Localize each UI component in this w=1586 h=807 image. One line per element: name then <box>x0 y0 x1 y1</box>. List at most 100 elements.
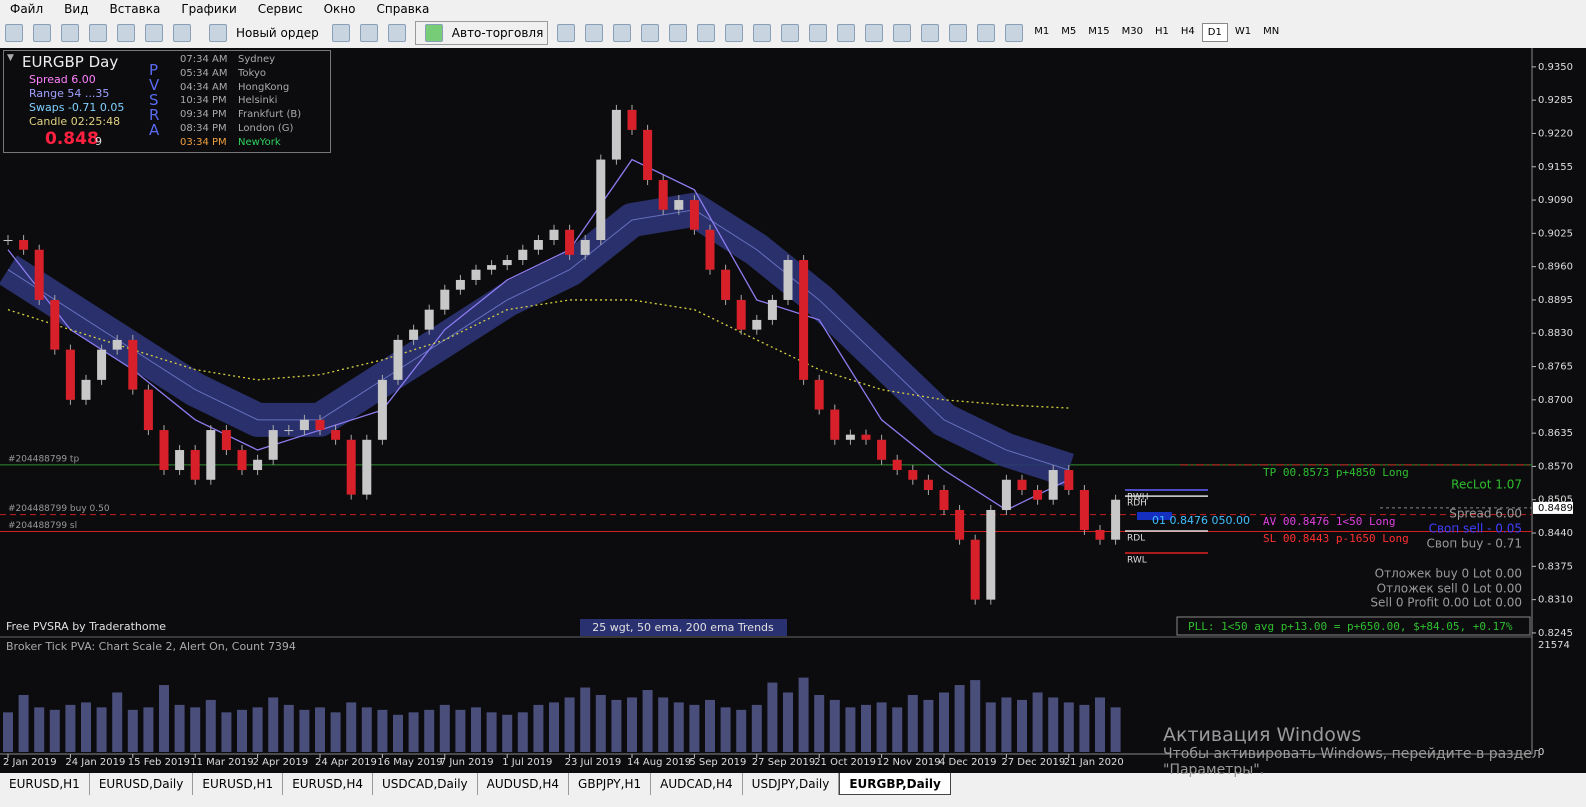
watermark-text: Чтобы активировать Windows, перейдите в … <box>1163 746 1541 778</box>
candle <box>877 439 887 460</box>
icon[interactable] <box>5 23 23 42</box>
volume-bar <box>3 712 13 752</box>
candle <box>627 109 637 130</box>
timeframe-button[interactable]: M15 <box>1088 26 1110 37</box>
volume-bar <box>127 709 138 752</box>
timeframe-button[interactable]: D1 <box>1201 23 1228 42</box>
icon[interactable] <box>949 23 968 42</box>
menu-item[interactable]: Справка <box>376 2 430 16</box>
menu-item[interactable]: Вставка <box>109 2 161 16</box>
x-tick-label: 21 Jan 2020 <box>1064 757 1124 768</box>
candle <box>1001 479 1011 510</box>
candle <box>112 339 122 350</box>
x-tick-label: 27 Sep 2019 <box>752 757 815 768</box>
icon[interactable] <box>781 23 800 42</box>
icon[interactable] <box>837 23 856 42</box>
city-name: Frankfurt (B) <box>238 109 302 121</box>
icon[interactable] <box>359 23 378 42</box>
icon[interactable] <box>809 23 828 42</box>
x-tick-label: 21 Oct 2019 <box>814 757 876 768</box>
candle <box>159 430 169 471</box>
icon[interactable] <box>613 23 632 42</box>
icon[interactable] <box>117 23 135 42</box>
timeframe-button[interactable]: M1 <box>1034 26 1050 37</box>
icon[interactable] <box>89 23 107 42</box>
timeframe-button[interactable]: M5 <box>1061 26 1077 37</box>
y-tick-label: 0.9220 <box>1538 128 1573 139</box>
pll-label: PLL: 1<50 avg p+13.00 = p+650.00, $+84.0… <box>1188 620 1513 633</box>
y-tick-label: 0.8440 <box>1538 528 1573 539</box>
city-name: Helsinki <box>238 95 278 107</box>
icon[interactable] <box>145 23 163 42</box>
candle <box>471 269 481 280</box>
candle <box>253 459 263 471</box>
x-tick-label: 7 Jun 2019 <box>440 757 494 768</box>
icon[interactable] <box>331 23 350 42</box>
icon[interactable] <box>669 23 688 42</box>
candle <box>440 289 450 310</box>
icon[interactable] <box>585 23 604 42</box>
menu-item[interactable]: Графики <box>181 2 237 16</box>
spread: Spread 6.00 <box>29 73 96 86</box>
menu-item[interactable]: Файл <box>10 2 44 16</box>
candle <box>284 430 294 432</box>
candle <box>19 240 29 250</box>
timeframe-button[interactable]: H4 <box>1180 26 1195 37</box>
chart-tab[interactable]: GBPJPY,H1 <box>569 773 652 795</box>
chart-tab[interactable]: EURGBP,Daily <box>839 773 951 795</box>
position-box <box>1137 512 1172 520</box>
chart-tab[interactable]: AUDUSD,H4 <box>478 773 570 795</box>
candle <box>268 430 278 460</box>
icon[interactable] <box>557 23 576 42</box>
range: Range 54 ...35 <box>29 87 110 100</box>
candle <box>315 419 325 431</box>
account-label: Своп buy - 0.71 <box>1427 537 1522 551</box>
icon[interactable] <box>977 23 996 42</box>
icon[interactable] <box>725 23 744 42</box>
pvsra: PVSRA <box>149 61 160 139</box>
icon[interactable] <box>865 23 884 42</box>
y-tick-label: 0.8375 <box>1538 561 1573 572</box>
chart-tab[interactable]: EURUSD,H4 <box>283 773 374 795</box>
volume-bar <box>424 709 435 752</box>
volume-title: Broker Tick PVA: Chart Scale 2, Alert On… <box>6 640 296 653</box>
volume-bar <box>502 714 513 752</box>
icon[interactable] <box>697 23 716 42</box>
candle <box>580 240 590 255</box>
icon[interactable] <box>641 23 660 42</box>
indicator-line <box>7 158 1070 511</box>
candle <box>970 539 980 600</box>
candle <box>299 419 309 431</box>
candle <box>50 299 60 350</box>
chart-tab[interactable]: USDCAD,Daily <box>373 773 478 795</box>
chart-tab[interactable]: EURUSD,H1 <box>193 773 284 795</box>
candle <box>518 249 528 260</box>
chart-tab[interactable]: AUDCAD,H4 <box>651 773 743 795</box>
chart-tab[interactable]: EURUSD,H1 <box>0 773 90 795</box>
icon[interactable] <box>33 23 51 42</box>
timeframe-button[interactable]: W1 <box>1234 26 1252 37</box>
icon[interactable] <box>173 23 191 42</box>
icon[interactable] <box>893 23 912 42</box>
new-order-button[interactable]: Новый ордер <box>200 22 323 44</box>
menu-item[interactable]: Окно <box>323 2 356 16</box>
icon[interactable] <box>61 23 79 42</box>
volume-bar <box>580 687 591 752</box>
menu-item[interactable]: Сервис <box>257 2 303 16</box>
menu-item[interactable]: Вид <box>64 2 89 16</box>
chart-tab[interactable]: USDJPY,Daily <box>743 773 840 795</box>
y-tick-label: 0.9155 <box>1538 162 1573 173</box>
chart-tab[interactable]: EURUSD,Daily <box>90 773 194 795</box>
candle <box>393 339 403 380</box>
timeframe-button[interactable]: M30 <box>1121 26 1143 37</box>
icon[interactable] <box>921 23 940 42</box>
timeframe-button[interactable]: H1 <box>1155 26 1169 37</box>
volume-bar <box>736 709 747 752</box>
icon[interactable] <box>753 23 772 42</box>
icon[interactable] <box>387 23 406 42</box>
auto-trading-button[interactable]: Авто-торговля <box>414 20 549 45</box>
timeframe-button[interactable]: MN <box>1263 26 1280 37</box>
icon[interactable] <box>1005 23 1024 42</box>
volume-bar <box>205 699 216 752</box>
candle <box>81 379 91 400</box>
